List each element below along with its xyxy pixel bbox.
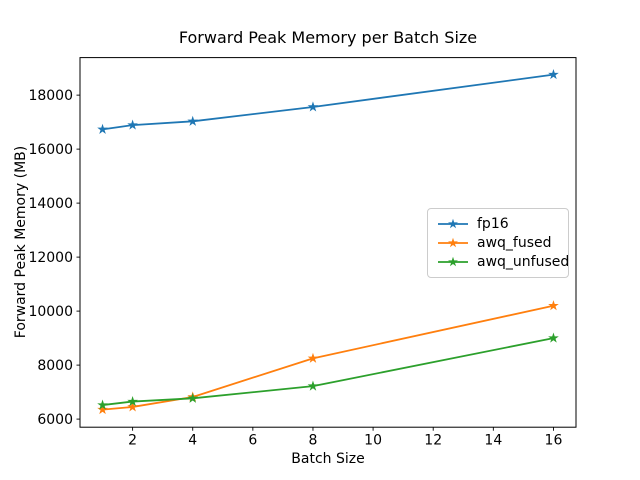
- legend-label: fp16: [477, 215, 509, 232]
- svg-text:12: 12: [424, 433, 442, 449]
- svg-text:10: 10: [364, 433, 382, 449]
- svg-text:16000: 16000: [28, 142, 73, 158]
- svg-text:8000: 8000: [37, 358, 73, 374]
- line-star-marker-icon: [438, 218, 468, 228]
- legend-label: awq_unfused: [477, 254, 570, 271]
- chart-title: Forward Peak Memory per Batch Size: [178, 28, 478, 47]
- svg-text:4: 4: [188, 433, 197, 449]
- legend-label: awq_fused: [477, 234, 552, 251]
- svg-text:6000: 6000: [37, 412, 73, 428]
- svg-text:12000: 12000: [28, 250, 73, 266]
- svg-text:8: 8: [309, 433, 318, 449]
- svg-text:18000: 18000: [28, 88, 73, 104]
- legend-item-awq-fused: awq_fused: [437, 236, 558, 250]
- legend-item-awq-unfused: awq_unfused: [437, 255, 569, 269]
- svg-text:10000: 10000: [28, 304, 73, 320]
- legend: fp16 awq_fused awq_unfused: [427, 208, 569, 278]
- svg-text:16: 16: [545, 433, 563, 449]
- svg-text:2: 2: [128, 433, 137, 449]
- svg-text:14: 14: [484, 433, 502, 449]
- legend-item-fp16: fp16: [437, 217, 558, 231]
- svg-text:6: 6: [248, 433, 257, 449]
- x-axis-label: Batch Size: [291, 451, 365, 467]
- line-star-marker-icon: [438, 257, 468, 267]
- svg-text:14000: 14000: [28, 196, 73, 212]
- line-star-marker-icon: [438, 237, 468, 248]
